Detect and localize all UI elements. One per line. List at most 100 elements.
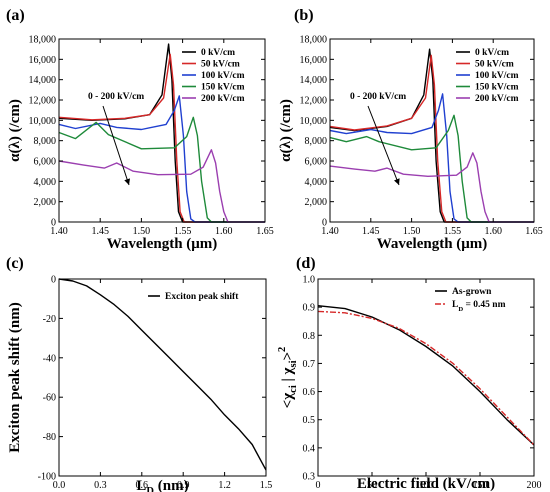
- annotation-label: 0 - 200 kV/cm: [350, 92, 406, 102]
- chart-panel-c: (c) 0.0 0.3 0.6 0.9 1.2 1.5 -100 -80 -60 -40 -20 0 LD…: [6, 255, 272, 492]
- x-tick-label: 1.60: [215, 226, 233, 237]
- y-axis-label: Exciton peak shift (nm): [7, 302, 23, 452]
- y-tick-label: 0: [51, 218, 56, 229]
- series-line-2: [329, 93, 534, 223]
- panel-label: (c): [6, 255, 24, 272]
- series-line-4: [329, 152, 534, 223]
- y-tick-label: 0.7: [303, 359, 316, 370]
- legend-label: 50 kV/cm: [201, 60, 240, 70]
- x-tick-label: 0.3: [94, 480, 107, 491]
- x-tick-label: 1.65: [525, 226, 543, 237]
- x-tick-label: 1.55: [444, 226, 462, 237]
- x-tick-label: 1.50: [403, 226, 421, 237]
- series-line-3: [329, 114, 534, 223]
- x-tick-label: 1.45: [362, 226, 380, 237]
- y-tick-label: 18,000: [300, 35, 328, 46]
- legend-label: 0 kV/cm: [475, 48, 509, 58]
- legend-label: As-grown: [452, 287, 492, 297]
- x-tick-label: 1.50: [133, 226, 151, 237]
- series-line-1: [317, 310, 535, 446]
- y-tick-label: 4,000: [34, 177, 57, 188]
- y-tick-label: 18,000: [29, 35, 57, 46]
- legend-label: 50 kV/cm: [475, 60, 514, 70]
- series-line-4: [58, 149, 265, 223]
- y-tick-label: 2,000: [305, 197, 328, 208]
- y-tick-label: 6,000: [34, 157, 57, 168]
- annotation-label: 0 - 200 kV/cm: [88, 92, 144, 102]
- y-tick-label: -20: [43, 314, 56, 325]
- legend-label: 100 kV/cm: [201, 71, 245, 81]
- panel-label: (a): [6, 7, 25, 24]
- plot-frame: [58, 278, 267, 477]
- y-tick-label: 8,000: [34, 136, 57, 147]
- annotation-arrow: [367, 105, 400, 186]
- x-tick-label: 0: [316, 480, 321, 491]
- legend-label: 100 kV/cm: [475, 71, 519, 81]
- y-tick-label: 8,000: [305, 136, 328, 147]
- legend-label: LD = 0.45 nm: [452, 300, 506, 313]
- x-axis-label: LD (nm): [136, 478, 188, 492]
- x-tick-label: 200: [527, 480, 542, 491]
- chart-panel-d: (d) 0 50 100 150 200 0.3 0.4 0.5 0.6 0.7 0.8 0.9 1.0 E…: [277, 255, 542, 492]
- y-tick-label: 2,000: [34, 197, 57, 208]
- annotation-arrow: [102, 105, 130, 186]
- y-axis-label: α(λ) (/cm): [278, 99, 294, 162]
- chart-panel-b: (b) 1.40 1.45 1.50 1.55 1.60 1.65 0 2,000 4,000 6,…: [278, 7, 543, 252]
- y-tick-label: 10,000: [29, 116, 57, 127]
- chart-panel-a: (a) 1.40 1.45 1.50 1.55 1.60 1.65 0 2,000 4,000 6,…: [6, 7, 274, 252]
- y-tick-label: 0.5: [303, 415, 316, 426]
- y-axis-label: <χci | χsi>2: [277, 347, 299, 409]
- plot-frame: [58, 38, 266, 223]
- x-tick-label: 1.40: [50, 226, 68, 237]
- legend-label: Exciton peak shift: [165, 292, 239, 302]
- y-tick-label: 4,000: [305, 177, 328, 188]
- x-tick-label: 1.60: [484, 226, 502, 237]
- x-tick-label: 1.55: [174, 226, 192, 237]
- legend-label: 0 kV/cm: [201, 48, 235, 58]
- x-tick-label: 1.5: [260, 480, 273, 491]
- y-tick-label: 0.9: [303, 303, 316, 314]
- y-tick-label: 14,000: [29, 75, 57, 86]
- x-tick-label: 1.45: [91, 226, 109, 237]
- x-tick-label: 150: [473, 480, 488, 491]
- y-tick-label: 0.8: [303, 331, 316, 342]
- y-tick-label: 14,000: [300, 75, 328, 86]
- x-axis-label: Electric field (kV/cm): [357, 476, 495, 492]
- legend-label: 200 kV/cm: [475, 94, 519, 104]
- series-line-1: [58, 53, 265, 223]
- y-tick-label: -80: [43, 432, 56, 443]
- y-tick-label: 6,000: [305, 157, 328, 168]
- x-axis-label: Wavelength (μm): [107, 236, 218, 252]
- annotation-arrowhead: [394, 178, 400, 185]
- series-line-2: [58, 95, 265, 223]
- y-tick-label: 0.3: [303, 472, 316, 483]
- y-tick-label: 12,000: [300, 96, 328, 107]
- x-tick-label: 0.6: [136, 480, 149, 491]
- series-line-0: [317, 305, 535, 446]
- series-line-3: [58, 116, 265, 223]
- y-tick-label: 0: [322, 218, 327, 229]
- x-tick-label: 1.40: [321, 226, 339, 237]
- legend-label: 150 kV/cm: [475, 83, 519, 93]
- x-tick-label: 50: [367, 480, 377, 491]
- y-tick-label: 16,000: [29, 55, 57, 66]
- x-tick-label: 1.2: [218, 480, 231, 491]
- y-tick-label: -60: [43, 393, 56, 404]
- y-tick-label: 0.6: [303, 387, 316, 398]
- legend: Exciton peak shift: [148, 292, 239, 302]
- x-axis-label: Wavelength (μm): [377, 236, 488, 252]
- y-tick-label: 16,000: [300, 55, 328, 66]
- y-tick-label: 1.0: [303, 275, 316, 286]
- y-tick-label: 0: [51, 275, 56, 286]
- annotation-arrowhead: [124, 178, 130, 185]
- legend-label: 150 kV/cm: [201, 83, 245, 93]
- legend-label: 200 kV/cm: [201, 94, 245, 104]
- x-tick-label: 1.65: [256, 226, 274, 237]
- panel-label: (d): [296, 255, 316, 272]
- y-axis-label: α(λ) (/cm): [7, 99, 23, 162]
- y-tick-label: -100: [38, 472, 56, 483]
- y-tick-label: 12,000: [29, 96, 57, 107]
